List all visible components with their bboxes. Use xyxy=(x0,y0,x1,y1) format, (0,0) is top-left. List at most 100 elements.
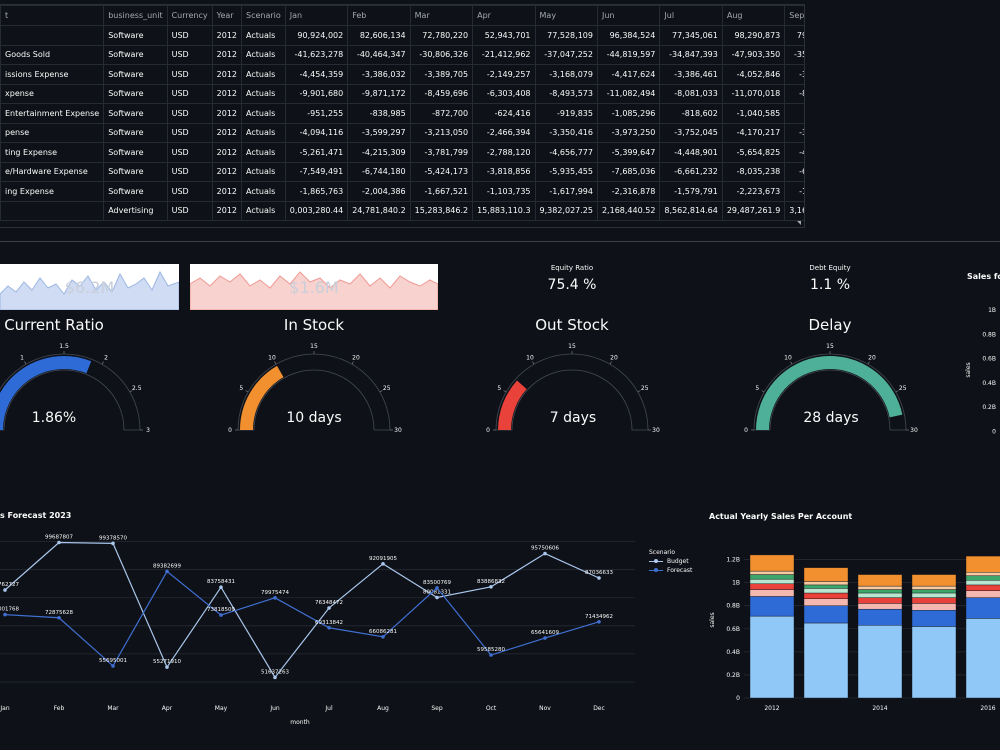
table-cell[interactable]: -35,880,653 xyxy=(784,44,804,65)
table-cell[interactable]: -4,417,624 xyxy=(596,64,661,85)
resize-corner-icon[interactable] xyxy=(797,221,801,225)
table-cell[interactable]: -8,035,238 xyxy=(721,161,786,182)
table-cell[interactable]: -2,316,878 xyxy=(596,181,661,202)
table-cell[interactable]: USD xyxy=(166,161,213,182)
table-cell[interactable]: -9,871,172 xyxy=(347,83,411,104)
table-cell[interactable]: Actuals xyxy=(241,25,286,46)
table-cell[interactable]: -3,213,050 xyxy=(409,122,474,143)
column-header[interactable]: Currency xyxy=(166,5,213,26)
table-cell[interactable]: -4,454,359 xyxy=(284,64,349,85)
table-cell[interactable]: USD xyxy=(166,44,213,65)
table-cell[interactable]: -2,149,257 xyxy=(472,64,536,85)
table-cell[interactable]: -8,459,696 xyxy=(409,83,474,104)
table-cell[interactable]: Software xyxy=(103,64,168,85)
table-cell[interactable]: Software xyxy=(103,25,168,46)
table-cell[interactable]: -11,070,018 xyxy=(721,83,786,104)
column-header[interactable]: Jan xyxy=(284,5,349,26)
column-header[interactable]: Apr xyxy=(472,5,536,26)
column-header[interactable]: Jun xyxy=(596,5,661,26)
table-cell[interactable]: -8,493,573 xyxy=(534,83,598,104)
table-cell[interactable]: -838,985 xyxy=(347,103,411,124)
table-cell[interactable]: -4,656,777 xyxy=(534,142,598,163)
table-cell[interactable]: -3,418,737 xyxy=(784,64,804,85)
table-cell[interactable]: Software xyxy=(103,161,168,182)
table-cell[interactable]: -30,806,326 xyxy=(409,44,474,65)
table-cell[interactable]: Software xyxy=(103,83,168,104)
table-cell[interactable] xyxy=(0,25,105,46)
table-cell[interactable]: -4,052,846 xyxy=(721,64,786,85)
table-cell[interactable]: xpense xyxy=(0,83,105,104)
table-cell[interactable]: 2012 xyxy=(211,200,243,221)
table-cell[interactable]: Software xyxy=(103,44,168,65)
table-cell[interactable]: USD xyxy=(166,142,213,163)
table-cell[interactable]: -34,847,393 xyxy=(659,44,723,65)
table-row[interactable]: Software USD 2012 Actuals 90,924,002 82,606,1… xyxy=(0,25,804,46)
table-cell[interactable]: 2012 xyxy=(211,103,243,124)
table-cell[interactable]: USD xyxy=(166,181,213,202)
table-cell[interactable]: Actuals xyxy=(241,161,286,182)
table-cell[interactable]: -1,865,763 xyxy=(284,181,349,202)
table-cell[interactable]: 2012 xyxy=(211,25,243,46)
table-cell[interactable]: ing Expense xyxy=(0,181,105,202)
table-cell[interactable]: USD xyxy=(166,122,213,143)
table-cell[interactable]: -3,524,451 xyxy=(784,122,804,143)
table-cell[interactable]: -7,685,036 xyxy=(596,161,661,182)
table-cell[interactable]: Actuals xyxy=(241,122,286,143)
table-cell[interactable]: issions Expense xyxy=(0,64,105,85)
column-header[interactable]: Sep xyxy=(784,5,804,26)
table-cell[interactable]: -5,261,471 xyxy=(284,142,349,163)
table-row[interactable]: pense Software USD 2012 Actuals -4,094,116 -3,… xyxy=(0,122,804,143)
column-header[interactable]: t xyxy=(0,5,105,26)
table-cell[interactable]: Actuals xyxy=(241,64,286,85)
legend-item-budget[interactable]: Budget xyxy=(649,558,692,565)
table-cell[interactable]: -8,081,033 xyxy=(659,83,723,104)
table-cell[interactable]: Software xyxy=(103,122,168,143)
table-cell[interactable]: Advertising xyxy=(103,200,168,221)
table-cell[interactable]: -3,599,297 xyxy=(347,122,411,143)
table-cell[interactable]: 90,924,002 xyxy=(284,25,349,46)
table-cell[interactable]: Actuals xyxy=(241,103,286,124)
column-header[interactable]: business_unit xyxy=(103,5,168,26)
table-cell[interactable]: -4,598,250 xyxy=(784,142,804,163)
table-cell[interactable]: -1,869,698 xyxy=(784,181,804,202)
table-cell[interactable]: Software xyxy=(103,181,168,202)
table-row[interactable]: ing Expense Software USD 2012 Actuals -1,865,… xyxy=(0,181,804,202)
table-cell[interactable]: 96,384,524 xyxy=(596,25,661,46)
table-cell[interactable]: 15,283,846.2 xyxy=(409,200,474,221)
bar-chart[interactable]: sales 1.2B 1B 0.8B 0.6B 0.4B 0.2B 0 2012 2014 2016 xyxy=(700,540,1000,745)
table-cell[interactable]: 9,382,027.25 xyxy=(534,200,598,221)
table-cell[interactable]: -1,617,994 xyxy=(534,181,598,202)
table-cell[interactable]: 79,879,127 xyxy=(784,25,804,46)
table-cell[interactable]: -5,654,825 xyxy=(721,142,786,163)
table-cell[interactable]: -1,579,791 xyxy=(659,181,723,202)
table-cell[interactable]: -919,835 xyxy=(534,103,598,124)
table-cell[interactable] xyxy=(0,200,105,221)
table-cell[interactable]: -21,412,962 xyxy=(472,44,536,65)
legend-item-forecast[interactable]: Forecast xyxy=(649,567,692,574)
table-cell[interactable]: Actuals xyxy=(241,200,286,221)
table-cell[interactable]: Software xyxy=(103,103,168,124)
table-cell[interactable]: -3,781,799 xyxy=(409,142,474,163)
column-header[interactable]: May xyxy=(534,5,598,26)
table-cell[interactable]: -951,255 xyxy=(284,103,349,124)
table-cell[interactable]: Entertainment Expense xyxy=(0,103,105,124)
table-cell[interactable]: 2012 xyxy=(211,64,243,85)
table-cell[interactable]: Actuals xyxy=(241,83,286,104)
table-cell[interactable]: -872,700 xyxy=(409,103,474,124)
table-cell[interactable]: -5,935,455 xyxy=(534,161,598,182)
table-row[interactable]: Goods Sold Software USD 2012 Actuals -41,623,… xyxy=(0,44,804,65)
table-cell[interactable]: USD xyxy=(166,103,213,124)
table-cell[interactable]: 3,164,946.83 xyxy=(784,200,804,221)
table-cell[interactable]: -41,623,278 xyxy=(284,44,349,65)
table-cell[interactable]: 2012 xyxy=(211,83,243,104)
table-cell[interactable]: -1,667,521 xyxy=(409,181,474,202)
table-cell[interactable]: -1,085,296 xyxy=(596,103,661,124)
table-cell[interactable]: 29,487,261.9 xyxy=(721,200,786,221)
table-row[interactable]: issions Expense Software USD 2012 Actuals -4,… xyxy=(0,64,804,85)
table-cell[interactable]: -624,416 xyxy=(472,103,536,124)
table-cell[interactable]: 77,345,061 xyxy=(659,25,723,46)
table-cell[interactable]: Goods Sold xyxy=(0,44,105,65)
table-cell[interactable]: 98,290,873 xyxy=(721,25,786,46)
column-header[interactable]: Jul xyxy=(659,5,723,26)
table-cell[interactable]: 2012 xyxy=(211,122,243,143)
